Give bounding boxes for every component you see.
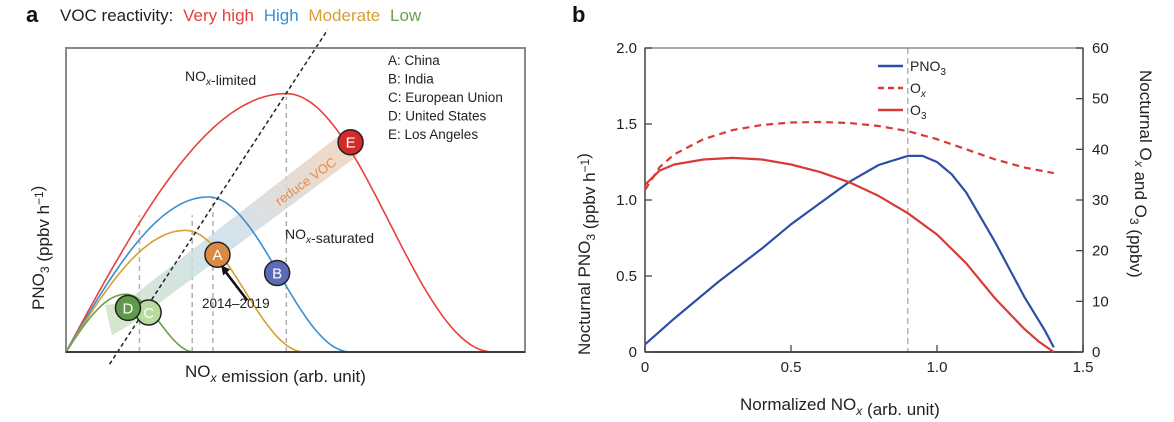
marker-D: D bbox=[114, 294, 142, 322]
y-left-tick-label: 1.0 bbox=[616, 192, 637, 209]
panel-b-x-label: Normalized NOx (arb. unit) bbox=[740, 395, 940, 419]
voc-legend-high: High bbox=[264, 6, 299, 25]
y-left-tick-label: 1.5 bbox=[616, 116, 637, 133]
y-left-tick-label: 0 bbox=[629, 344, 637, 361]
x-tick-label: 1.5 bbox=[1073, 359, 1094, 376]
nox-saturated-label: NOx-saturated bbox=[285, 226, 374, 246]
voc-legend-very-high: Very high bbox=[183, 6, 254, 25]
region-legend-item: D: United States bbox=[388, 109, 487, 124]
y-right-tick-label: 60 bbox=[1092, 40, 1109, 57]
marker-label-D: D bbox=[123, 300, 134, 317]
marker-label-C: C bbox=[143, 305, 154, 322]
marker-circle-E bbox=[337, 128, 364, 156]
marker-circle-D bbox=[114, 294, 142, 322]
y-left-tick-label: 0.5 bbox=[616, 268, 637, 285]
marker-B: B bbox=[263, 259, 291, 287]
voc-reactivity-legend: VOC reactivity: Very high High Moderate … bbox=[60, 6, 422, 25]
region-legend-item: B: India bbox=[388, 72, 434, 87]
curve-moderate bbox=[65, 229, 305, 353]
panel-b-y-left-label: Nocturnal PNO3 (ppbv h−1) bbox=[574, 153, 599, 355]
panel-a-label: a bbox=[26, 2, 39, 27]
panel-b-frame bbox=[644, 47, 1084, 353]
panel-a-x-label: NOx emission (arb. unit) bbox=[185, 362, 366, 386]
panel-b-y-right-label: Nocturnal Ox and O3 (ppbv) bbox=[1126, 70, 1155, 278]
panel-a-y-label: PNO3 (ppbv h−1) bbox=[28, 186, 53, 310]
curve-very-high bbox=[65, 92, 493, 353]
y-right-tick-label: 30 bbox=[1092, 192, 1109, 209]
x-tick-label: 0.5 bbox=[781, 359, 802, 376]
region-legend-item: E: Los Angeles bbox=[388, 127, 478, 142]
marker-E: E bbox=[337, 128, 364, 156]
marker-label-E: E bbox=[346, 135, 356, 152]
region-legend-item: C: European Union bbox=[388, 90, 503, 105]
annotation-label: 2014–2019 bbox=[202, 296, 270, 311]
y-left-tick-label: 2.0 bbox=[616, 40, 637, 57]
marker-label-B: B bbox=[272, 265, 282, 282]
x-tick-label: 1.0 bbox=[927, 359, 948, 376]
marker-label-A: A bbox=[212, 247, 222, 264]
curve-high bbox=[65, 196, 351, 353]
voc-legend-low: Low bbox=[390, 6, 422, 25]
panel-b-plot: 0 0.5 1.0 1.500.51.01.52.00102030405060PNO3… bbox=[574, 40, 1155, 419]
y-right-tick-label: 0 bbox=[1092, 344, 1100, 361]
reduce-voc-arrow bbox=[105, 130, 358, 336]
y-right-tick-label: 50 bbox=[1092, 91, 1109, 108]
marker-A: A bbox=[204, 241, 231, 268]
y-right-tick-label: 40 bbox=[1092, 141, 1109, 158]
series-o3 bbox=[644, 156, 1055, 353]
x-tick-label: 0 bbox=[641, 359, 649, 376]
nox-limited-label: NOx-limited bbox=[185, 68, 256, 88]
series-pno3 bbox=[644, 154, 1055, 348]
annotation-arrow bbox=[224, 270, 249, 302]
series-ox bbox=[644, 120, 1055, 191]
legend-label-o3: O3 bbox=[910, 102, 927, 122]
marker-circle-A bbox=[204, 241, 231, 268]
voc-legend-title: VOC reactivity: bbox=[60, 6, 173, 25]
annotation-arrowhead bbox=[221, 265, 231, 276]
y-right-tick-label: 20 bbox=[1092, 243, 1109, 260]
voc-legend-moderate: Moderate bbox=[308, 6, 380, 25]
region-legend-item: A: China bbox=[388, 53, 440, 68]
legend-label-ox: Ox bbox=[910, 80, 927, 100]
svg-text:VOC reactivity: Very hig: VOC reactivity: Very high High Moderate … bbox=[60, 6, 422, 25]
marker-circle-B bbox=[263, 259, 291, 287]
panel-b-label: b bbox=[572, 2, 585, 27]
y-right-tick-label: 10 bbox=[1092, 293, 1109, 310]
legend-label-pno3: PNO3 bbox=[910, 58, 946, 78]
